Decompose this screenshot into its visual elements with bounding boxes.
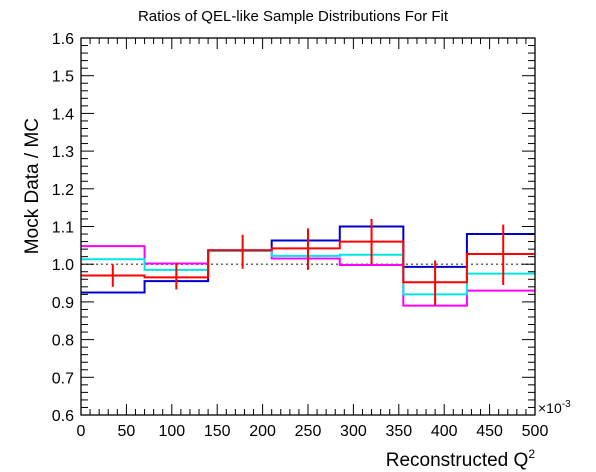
x-axis-label: Reconstructed Q2 [386, 447, 536, 471]
y-tick-label: 0.9 [52, 295, 74, 312]
y-tick-label: 1.2 [52, 182, 74, 199]
x-tick-label: 300 [340, 423, 367, 440]
x-tick-label: 100 [158, 423, 185, 440]
x-axis-label-text: Reconstructed Q [386, 450, 529, 471]
x-axis-multiplier-base: ×10 [538, 400, 562, 416]
x-axis-label-superscript: 2 [528, 447, 535, 461]
plot-frame [80, 37, 536, 416]
x-tick-label: 350 [385, 423, 412, 440]
series-2-histogram [81, 250, 535, 296]
y-tick-label: 1.5 [52, 69, 74, 86]
series-0-histogram [81, 225, 535, 294]
x-tick-label: 250 [295, 423, 322, 440]
y-axis-label: Mock Data / MC [22, 118, 43, 254]
x-tick-label: 0 [77, 423, 86, 440]
y-tick-label: 0.8 [52, 333, 74, 350]
chart-title: Ratios of QEL-like Sample Distributions … [138, 8, 449, 25]
x-tick-label: 150 [204, 423, 231, 440]
y-tick-label: 0.7 [52, 370, 74, 387]
x-tick-label: 500 [522, 423, 549, 440]
x-tick-label: 50 [118, 423, 136, 440]
y-tick-label: 1.4 [52, 106, 74, 123]
y-tick-label: 1.3 [52, 144, 74, 161]
y-tick-label: 1.1 [52, 220, 74, 237]
x-tick-label: 400 [431, 423, 458, 440]
x-tick-label: 450 [476, 423, 503, 440]
series-3-histogram [81, 240, 535, 284]
x-axis-multiplier: ×10-3 [538, 399, 571, 416]
y-axis-label-group: Mock Data / MC [22, 118, 43, 254]
y-tick-label: 0.6 [52, 408, 74, 425]
y-tick-label: 1.6 [52, 31, 74, 48]
series-1-histogram [81, 245, 535, 307]
x-tick-label: 200 [249, 423, 276, 440]
x-axis-multiplier-exponent: -3 [562, 399, 571, 410]
y-tick-label: 1.0 [52, 257, 74, 274]
